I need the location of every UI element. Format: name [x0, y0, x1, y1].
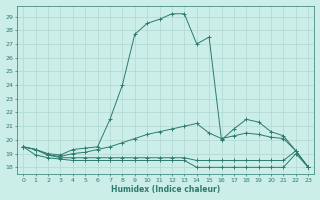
X-axis label: Humidex (Indice chaleur): Humidex (Indice chaleur)	[111, 185, 220, 194]
